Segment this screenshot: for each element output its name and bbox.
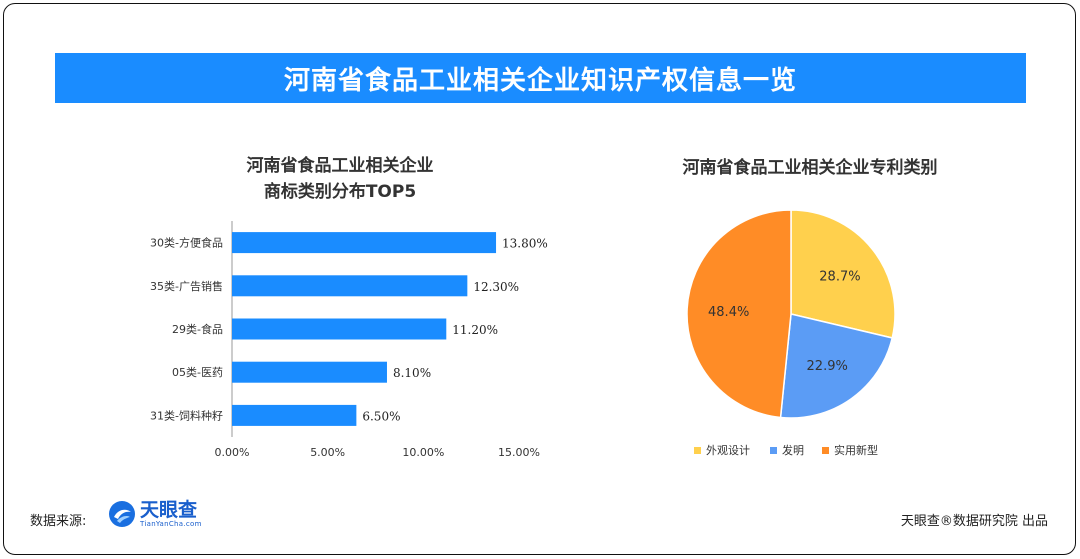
pie-chart-title: 河南省食品工业相关企业专利类别 (682, 158, 938, 178)
x-tick-label: 10.00% (402, 446, 444, 459)
logo-text: 天眼查 (140, 499, 198, 521)
data-label: 8.10% (393, 366, 431, 380)
pie-slice (686, 209, 792, 419)
pie-slice (779, 313, 894, 419)
pie-data-label: 28.7% (819, 269, 860, 284)
logo-icon (109, 501, 135, 527)
legend-swatch (694, 447, 701, 454)
credit-text: 天眼查®数据研究院 出品 (900, 514, 1048, 529)
bar (232, 404, 357, 426)
category-label: 05类-医药 (172, 365, 223, 379)
bar-chart-title-line1: 河南省食品工业相关企业 (246, 156, 434, 176)
pie-data-label: 48.4% (708, 305, 749, 320)
bar (232, 232, 497, 254)
legend-label: 实用新型 (834, 443, 878, 457)
pie-slice (790, 209, 896, 339)
category-label: 35类-广告销售 (150, 279, 223, 293)
data-label: 12.30% (473, 280, 519, 294)
legend-swatch (822, 447, 829, 454)
logo-subtext: TianYanCha.com (140, 520, 202, 528)
legend-label: 发明 (782, 443, 804, 457)
bar (232, 361, 387, 383)
category-label: 29类-食品 (172, 322, 223, 336)
x-tick-label: 15.00% (498, 446, 540, 459)
legend-label: 外观设计 (706, 444, 750, 457)
bar-chart-title: 河南省食品工业相关企业 商标类别分布TOP5 (200, 153, 480, 205)
x-tick-label: 5.00% (310, 446, 345, 459)
bar (232, 318, 447, 340)
tianyancha-logo: 天眼查 TianYanCha.com (108, 500, 202, 528)
category-label: 31类-饲料种籽 (150, 408, 223, 422)
bar-chart-title-line2: 商标类别分布TOP5 (263, 182, 417, 202)
data-label: 6.50% (362, 409, 400, 423)
category-label: 30类-方便食品 (150, 236, 223, 250)
banner-title: 河南省食品工业相关企业知识产权信息一览 (55, 53, 1026, 103)
data-label: 11.20% (452, 323, 498, 337)
pie-data-label: 22.9% (807, 359, 848, 374)
legend-swatch (770, 447, 777, 454)
x-tick-label: 0.00% (215, 446, 250, 459)
data-label: 13.80% (502, 237, 548, 251)
source-label: 数据来源: (30, 514, 87, 529)
bar (232, 275, 468, 297)
